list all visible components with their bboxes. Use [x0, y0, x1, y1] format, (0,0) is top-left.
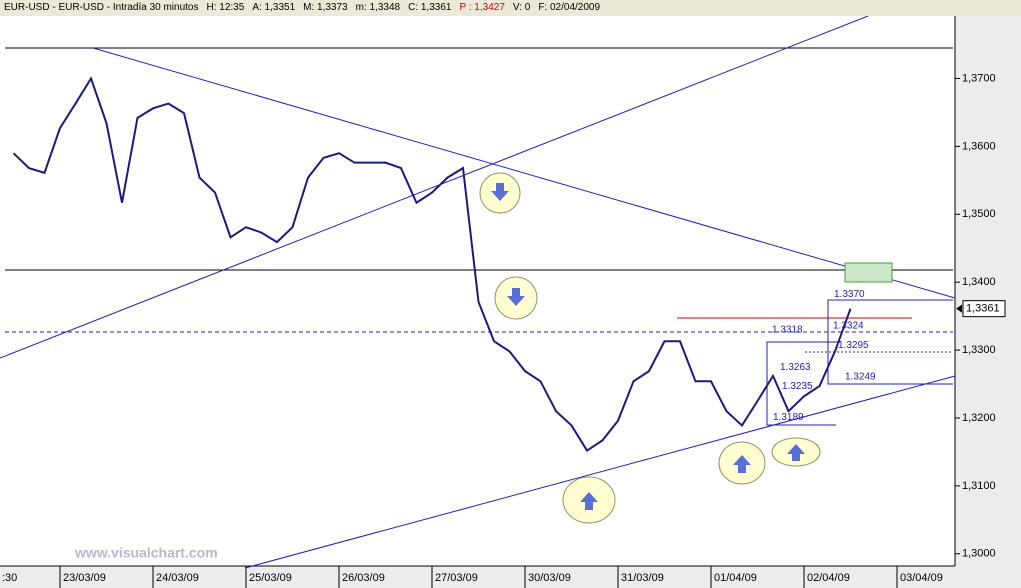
header-item: F: 02/04/2009 — [538, 2, 601, 13]
header-bar: EUR-USD - EUR-USD - Intradía 30 minutos H… — [0, 0, 1021, 16]
highlight-box — [844, 262, 893, 283]
price-annotation: 1.3235 — [782, 381, 813, 392]
price-annotation: 1.3295 — [838, 340, 869, 351]
header-item: H: 12:35 — [206, 2, 245, 13]
y-tick-label: 1,3200 — [962, 412, 996, 424]
header-item: m: 1,3348 — [355, 2, 401, 13]
last-price-pointer — [956, 304, 962, 313]
y-tick-label: 1,3700 — [962, 72, 996, 84]
box — [766, 341, 840, 426]
header-item: EUR-USD - EUR-USD - Intradía 30 minutos — [4, 2, 199, 13]
header-item: V: 0 — [512, 2, 531, 13]
price-line — [12, 76, 852, 452]
x-tick-label: 02/04/09 — [807, 572, 850, 584]
last-price-label: 1,3361 — [966, 303, 1000, 315]
x-tick-label: 27/03/09 — [435, 572, 478, 584]
up-arrow — [733, 455, 751, 473]
chart-body: www.visualchart.com :30 1,3000 1,3100 1,32… — [0, 16, 1021, 588]
last-price-box — [962, 300, 1006, 318]
trend-line — [0, 16, 869, 359]
x-tick-label: 23/03/09 — [63, 572, 106, 584]
y-tick-label: 1,3400 — [962, 276, 996, 288]
x-tick-label: 01/04/09 — [714, 572, 757, 584]
price-annotation: 1.3324 — [833, 320, 864, 331]
x-tick-label: 25/03/09 — [249, 572, 292, 584]
price-annotation: 1.3249 — [845, 371, 876, 382]
price-annotation: 1.3189 — [773, 412, 804, 423]
x-tick-label: 31/03/09 — [621, 572, 664, 584]
x-tick-label: 30/03/09 — [528, 572, 571, 584]
y-tick-label: 1,3500 — [962, 208, 996, 220]
header-item: P : 1,3427 — [459, 2, 505, 13]
header-item: A: 1,3351 — [252, 2, 296, 13]
x-tick-label: :30 — [2, 572, 17, 584]
price-annotation: 1.3263 — [780, 362, 811, 373]
trend-line — [244, 375, 956, 569]
chart: www.visualchart.com :30 1,3000 1,3100 1,32… — [0, 16, 1021, 588]
down-arrow — [491, 183, 509, 201]
x-tick-label: 24/03/09 — [156, 572, 199, 584]
down-arrow — [507, 288, 525, 306]
header-item: M: 1,3373 — [303, 2, 348, 13]
y-tick-label: 1,3100 — [962, 480, 996, 492]
y-tick-label: 1,3000 — [962, 548, 996, 560]
x-tick-label: 03/04/09 — [900, 572, 943, 584]
y-tick-label: 1,3300 — [962, 344, 996, 356]
y-tick-label: 1,3600 — [962, 140, 996, 152]
signal-arrows — [491, 183, 805, 510]
x-tick-label: 26/03/09 — [342, 572, 385, 584]
header-item: C: 1,3361 — [408, 2, 452, 13]
price-annotation: 1.3318 — [772, 324, 803, 335]
trend-line — [92, 47, 956, 299]
x-axis-area — [0, 566, 955, 588]
watermark: www.visualchart.com — [74, 545, 218, 561]
price-annotation: 1.3370 — [834, 289, 865, 300]
up-arrow — [787, 444, 805, 461]
up-arrow — [580, 492, 598, 510]
